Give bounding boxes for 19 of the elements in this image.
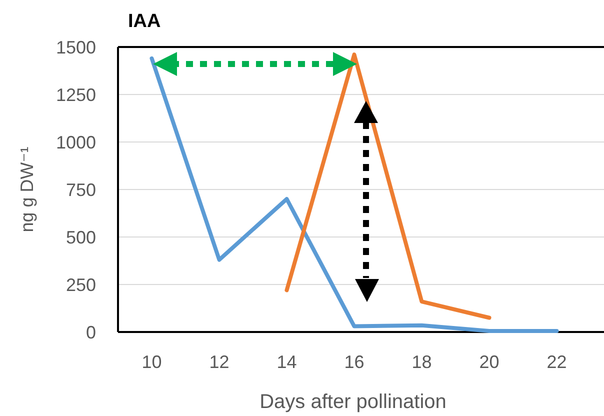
line-series <box>284 52 492 320</box>
y-tick-label: 500 <box>66 227 96 248</box>
x-tick-label: 14 <box>276 352 297 372</box>
x-tick-label: 12 <box>209 352 230 372</box>
x-tick-label: 20 <box>479 352 500 372</box>
chart-title: IAA <box>128 11 161 32</box>
line-series <box>150 56 559 334</box>
x-tick-label: 16 <box>344 352 364 372</box>
x-tick-label: 10 <box>142 352 162 372</box>
x-tick-label: 18 <box>412 352 432 372</box>
y-tick-label: 1500 <box>56 37 96 58</box>
y-tick-label: 1000 <box>56 132 96 152</box>
y-tick-label: 1250 <box>56 84 96 105</box>
y-tick-label: 0 <box>86 322 96 342</box>
x-axis-title: Days after pollination <box>260 391 446 413</box>
y-tick-label: 250 <box>66 274 96 295</box>
y-tick-label: 750 <box>66 180 96 200</box>
x-tick-label: 22 <box>546 352 567 372</box>
y-axis-title: ng g DW⁻¹ <box>17 146 37 232</box>
